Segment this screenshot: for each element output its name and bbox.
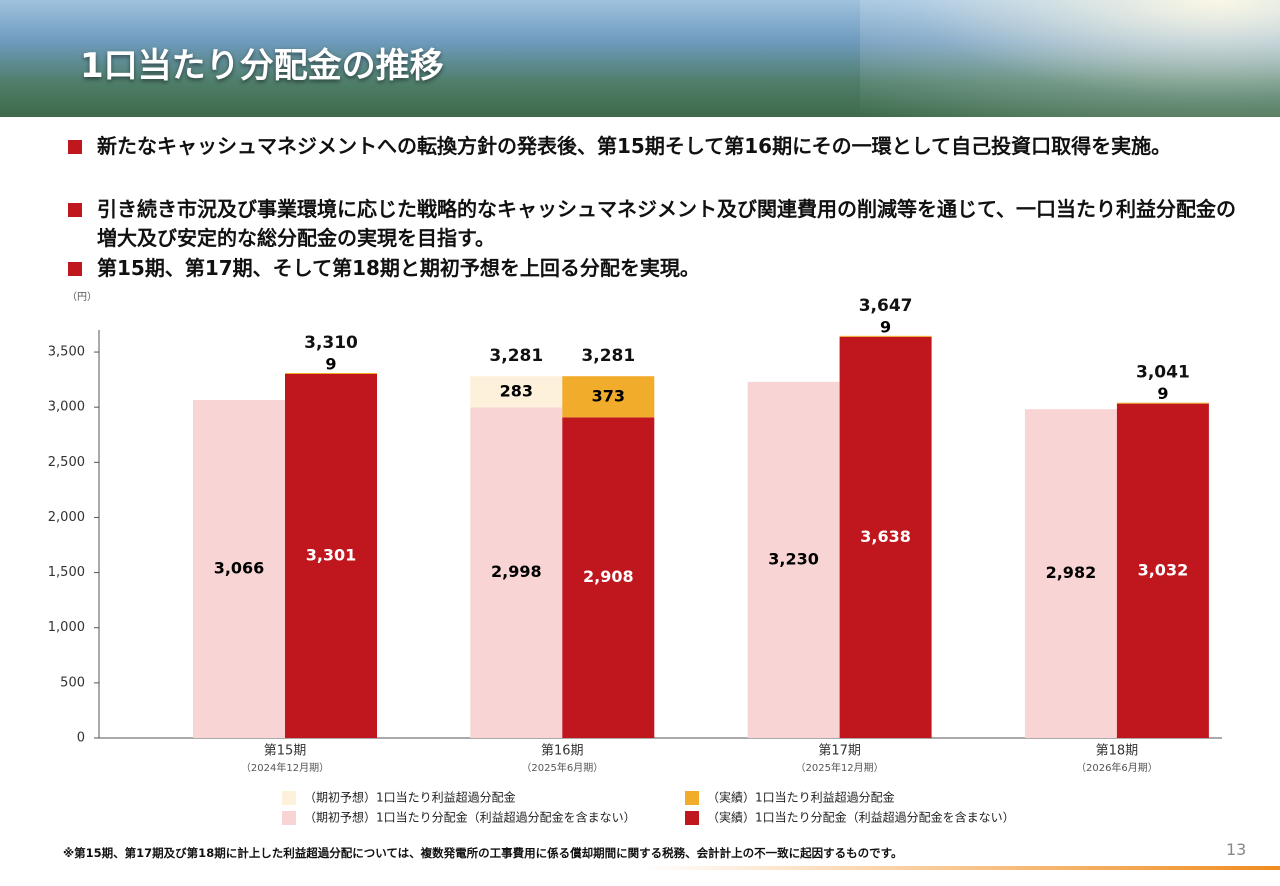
- x-tick-sublabel: （2026年6月期）: [1076, 761, 1158, 774]
- total-label: 3,041: [1136, 363, 1190, 383]
- x-tick-sublabel: （2024年12月期）: [241, 761, 329, 774]
- bullet: 引き続き市況及び事業環境に応じた戦略的なキャッシュマネジメント及び関連費用の削減…: [68, 195, 1237, 253]
- y-axis-label: （円）: [67, 291, 97, 303]
- bar-segment: [470, 407, 563, 738]
- total-label: 3,281: [581, 346, 635, 366]
- bar-segment: [1024, 409, 1117, 738]
- footnote: ※第15期、第17期及び第18期に計上した利益超過分配については、複数発電所の工…: [63, 846, 903, 860]
- x-tick-sublabel: （2025年6月期）: [521, 761, 603, 774]
- y-tick-label: 3,000: [48, 400, 85, 415]
- bar-segment: [285, 373, 377, 738]
- x-tick-label: 第18期: [1096, 744, 1139, 759]
- data-label: 2,908: [583, 567, 634, 586]
- data-label: 9: [325, 355, 336, 374]
- bar-segment: [562, 417, 655, 738]
- x-tick-sublabel: （2025年12月期）: [796, 761, 884, 774]
- bar-segment: [285, 373, 377, 374]
- total-label: 3,281: [489, 346, 543, 366]
- legend-swatch: [282, 791, 296, 805]
- data-label: 3,301: [306, 545, 357, 564]
- y-tick-label: 1,500: [48, 565, 85, 580]
- legend-label: （期初予想）1口当たり利益超過分配金: [304, 790, 516, 805]
- data-label: 3,638: [860, 527, 911, 546]
- data-label: 9: [880, 317, 891, 336]
- bar-segment: [470, 376, 563, 408]
- legend-swatch: [282, 811, 296, 825]
- data-label: 2,998: [491, 562, 542, 581]
- bar-segment: [562, 376, 655, 418]
- y-tick-label: 2,500: [48, 455, 85, 470]
- legend-label: （期初予想）1口当たり分配金（利益超過分配金を含まない）: [304, 810, 636, 825]
- legend-label: （実績）1口当たり利益超過分配金: [707, 790, 895, 805]
- total-label: 3,647: [859, 296, 913, 316]
- bullet: 第15期、第17期、そして第18期と期初予想を上回る分配を実現。: [68, 254, 1237, 283]
- total-label: 3,310: [304, 333, 358, 353]
- legend-swatch: [685, 811, 699, 825]
- legend-swatch: [685, 791, 699, 805]
- y-tick-label: 500: [60, 675, 85, 690]
- legend-label: （実績）1口当たり分配金（利益超過分配金を含まない）: [707, 810, 1015, 825]
- y-tick-label: 2,000: [48, 510, 85, 525]
- data-label: 9: [1157, 384, 1168, 403]
- y-tick-label: 3,500: [48, 345, 85, 360]
- data-label: 2,982: [1046, 563, 1097, 582]
- y-tick-label: 1,000: [48, 620, 85, 635]
- data-label: 3,032: [1138, 560, 1189, 579]
- data-label: 373: [592, 386, 625, 405]
- bar-segment: [1116, 403, 1209, 738]
- y-tick-label: 0: [77, 731, 85, 746]
- decor-line: [640, 866, 1280, 870]
- data-label: 283: [500, 381, 533, 400]
- bar-segment: [747, 381, 840, 738]
- bar-segment: [193, 399, 285, 738]
- bar-segment: [839, 336, 932, 738]
- bullet: 新たなキャッシュマネジメントへの転換方針の発表後、第15期そして第16期にその一…: [68, 132, 1237, 161]
- x-tick-label: 第15期: [264, 744, 307, 759]
- x-tick-label: 第17期: [818, 744, 861, 759]
- banner: [0, 0, 1280, 117]
- slide-title: 1口当たり分配金の推移: [80, 46, 444, 86]
- data-label: 3,066: [214, 558, 265, 577]
- bar-segment: [839, 335, 932, 337]
- x-tick-label: 第16期: [541, 744, 584, 759]
- bar-segment: [1116, 402, 1209, 404]
- page-number: 13: [1226, 840, 1247, 859]
- data-label: 3,230: [768, 549, 819, 568]
